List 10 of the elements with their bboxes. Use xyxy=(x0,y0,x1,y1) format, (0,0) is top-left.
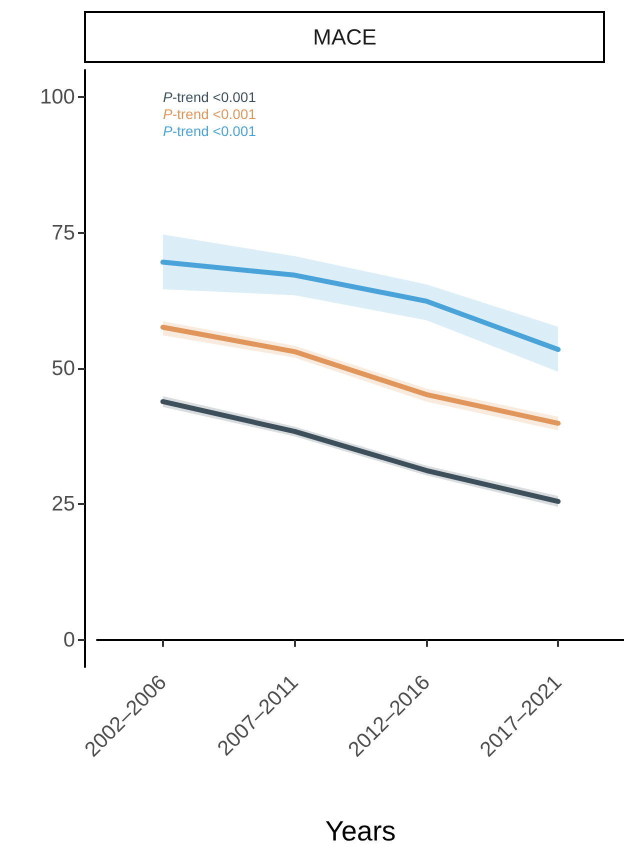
y-tick-label: 0 xyxy=(63,628,75,652)
chart-title: MACE xyxy=(313,24,377,50)
x-axis-title: Years xyxy=(325,816,396,846)
annotation: P-trend <0.001 xyxy=(163,123,256,139)
y-tick-label: 25 xyxy=(52,492,75,516)
y-tick-label: 50 xyxy=(52,357,75,380)
y-tick-label: 75 xyxy=(52,221,75,244)
annotation: P-trend <0.001 xyxy=(163,89,256,105)
annotation: P-trend <0.001 xyxy=(163,106,256,122)
y-tick-label: 100 xyxy=(40,86,75,109)
